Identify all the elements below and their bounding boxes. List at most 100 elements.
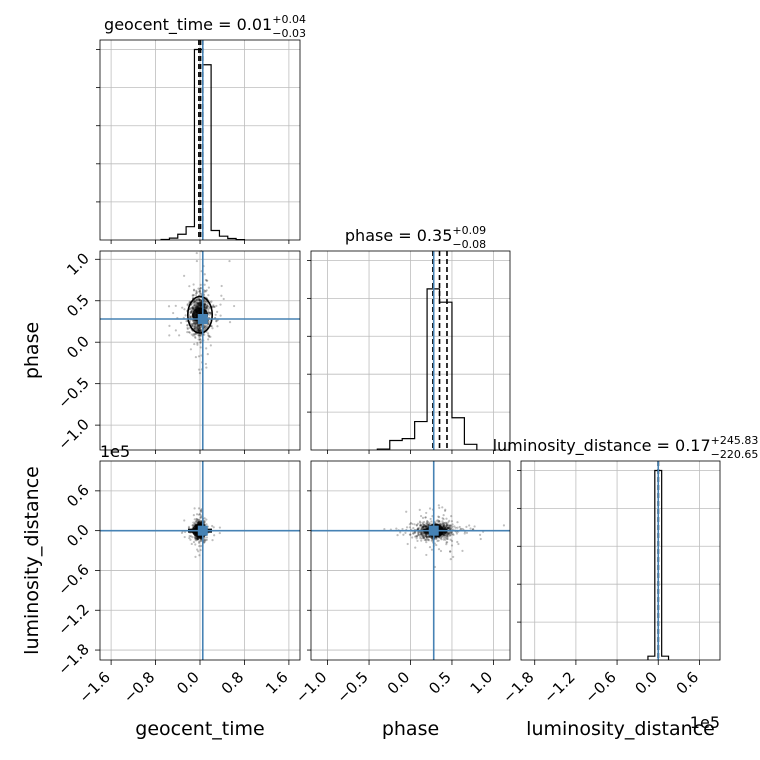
scatter-point [199, 299, 202, 302]
scatter-point [442, 526, 445, 529]
scatter-point [206, 304, 209, 308]
scatter-point [443, 524, 446, 527]
scatter-point [447, 526, 450, 529]
scatter-point [431, 537, 434, 540]
scatter-point [195, 290, 198, 293]
scatter-point [422, 520, 426, 524]
scatter-point [193, 326, 196, 329]
scatter-point [450, 515, 453, 518]
x-tick-label: 0.0 [173, 668, 203, 698]
scatter-point [204, 289, 207, 293]
scatter-point [417, 532, 420, 535]
y-tick-label: −0.6 [54, 561, 92, 599]
scatter-point [208, 311, 211, 314]
scatter-point [181, 306, 184, 309]
scatter-point [187, 330, 191, 334]
scatter-point [206, 303, 209, 306]
scatter-point [199, 306, 203, 309]
scatter-point [442, 525, 445, 528]
scatter-point [185, 320, 188, 323]
scatter-point [207, 307, 210, 311]
scatter-point [451, 525, 454, 529]
scatter-point [445, 532, 448, 535]
scatter-point [424, 539, 427, 542]
scatter-point [425, 511, 428, 515]
scatter-point [421, 533, 424, 536]
scatter-point [195, 323, 198, 326]
scatter-point [450, 520, 454, 523]
scatter-point [197, 302, 200, 305]
scatter-point [442, 534, 445, 537]
scatter-point [184, 314, 187, 317]
scatter-point [196, 537, 199, 540]
scatter-point [419, 521, 422, 524]
scatter-point [196, 324, 199, 327]
scatter-point [198, 554, 201, 557]
scatter-point [197, 326, 200, 329]
scatter-point [446, 526, 449, 529]
scatter-point [426, 525, 429, 528]
scatter-point [220, 284, 223, 288]
scatter-point [210, 300, 213, 303]
y-tick-label: −0.5 [54, 374, 92, 412]
truth-marker [197, 313, 208, 324]
scatter-point [443, 525, 446, 528]
panel-frame [99, 460, 301, 661]
scatter-point [197, 513, 201, 516]
scatter-point [205, 306, 208, 309]
scatter-point [193, 321, 196, 324]
scatter-point [207, 320, 211, 323]
scatter-point [450, 539, 454, 543]
scatter-point [425, 534, 428, 538]
scatter-point [199, 519, 202, 523]
scatter-point [196, 519, 199, 522]
scatter-point [445, 534, 448, 537]
scatter-point [465, 531, 469, 534]
panel-title-sub: −0.03 [272, 27, 306, 40]
scatter-point [453, 525, 456, 528]
scatter-point [450, 531, 453, 534]
scatter-point [446, 537, 449, 541]
scatter-point [197, 303, 200, 306]
scatter-point [195, 305, 198, 309]
scatter-point [402, 533, 405, 536]
scatter-point [427, 539, 431, 542]
density-contour [186, 295, 214, 334]
scatter-point [401, 527, 404, 531]
scatter-point [415, 524, 418, 527]
scatter-point [441, 522, 444, 525]
scatter-point [191, 294, 194, 297]
scatter-point [196, 329, 199, 332]
scatter-point [426, 520, 429, 523]
scatter-point [199, 302, 202, 306]
scatter-point [473, 525, 476, 528]
scatter-point [203, 306, 207, 310]
scatter-point [420, 531, 423, 534]
scatter-point [421, 532, 424, 535]
scatter-point [198, 303, 201, 306]
scatter-point [197, 520, 200, 523]
y-tick-label: 0.0 [63, 332, 93, 362]
scatter-point [194, 323, 197, 326]
scatter-point [208, 311, 211, 314]
scatter-point [198, 326, 201, 329]
scatter-point [199, 293, 203, 296]
scatter-point [198, 545, 201, 548]
scatter-point [197, 519, 201, 522]
scatter-point [196, 305, 199, 309]
scatter-point [194, 306, 198, 309]
scatter-point [220, 294, 223, 297]
scatter-point [207, 294, 210, 297]
scatter-point [198, 288, 201, 291]
scatter-point [446, 533, 450, 536]
scatter-point [186, 303, 189, 306]
scatter-point [205, 301, 208, 304]
scatter-point [199, 324, 202, 327]
scatter-point [423, 532, 426, 535]
scatter-point [421, 525, 424, 528]
scatter-point [456, 521, 459, 524]
scatter-point [205, 305, 208, 308]
scatter-point [449, 526, 452, 530]
scatter-point [419, 524, 422, 527]
